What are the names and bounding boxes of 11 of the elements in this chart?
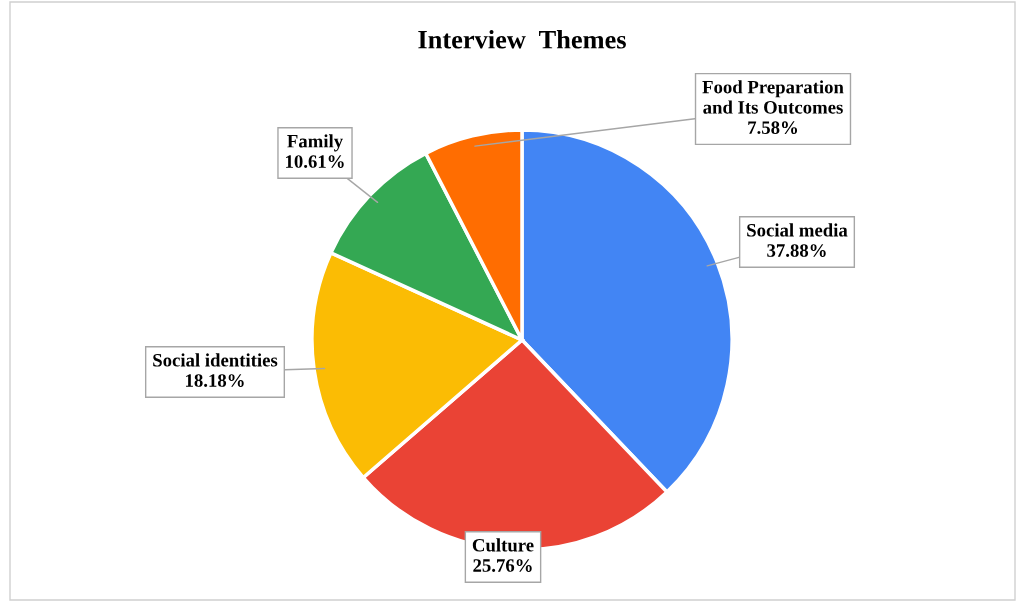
- data-label: 7.58%: [748, 121, 798, 135]
- data-label: 10.61%: [286, 155, 344, 168]
- slice-label: Food Preparation and Its Outcomes: [702, 80, 844, 114]
- data-label: 18.18%: [186, 374, 244, 387]
- data-label: 25.76%: [473, 559, 532, 572]
- slice-label: Family: [287, 134, 343, 152]
- chart-title: Interview Themes: [418, 30, 626, 49]
- slice-label: Social media: [747, 223, 848, 237]
- slice-label: Social identities: [153, 353, 278, 367]
- slice-label: Culture: [472, 538, 534, 552]
- data-label: 37.88%: [767, 244, 826, 257]
